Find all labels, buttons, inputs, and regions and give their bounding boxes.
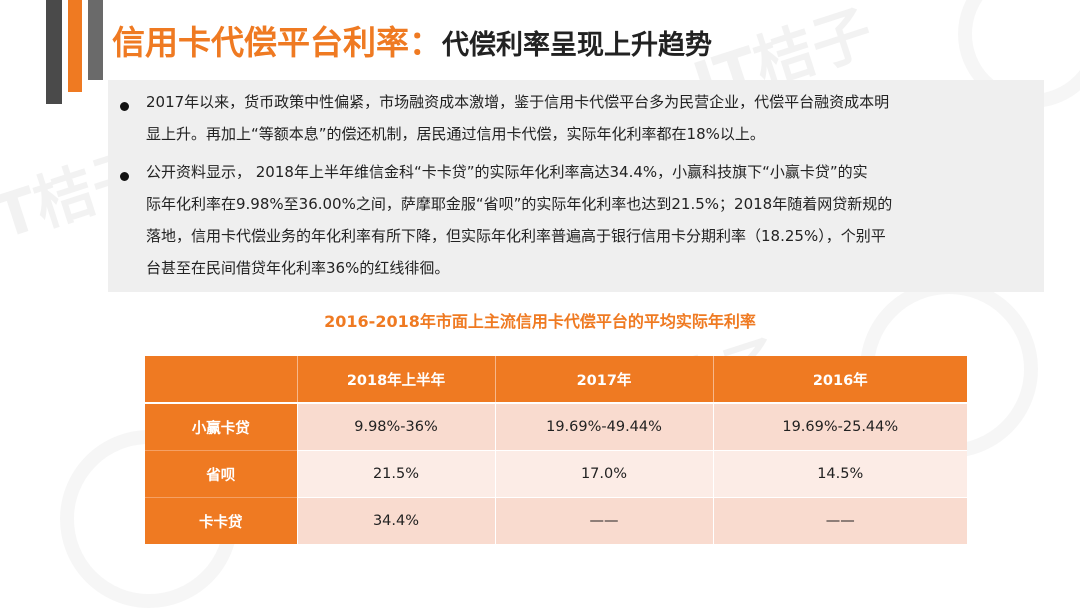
header-bar-gray <box>88 0 103 80</box>
bullet-dot-icon <box>120 102 129 111</box>
title-sub: 代偿利率呈现上升趋势 <box>442 30 712 61</box>
rates-table: 2018年上半年 2017年 2016年 小赢卡贷 9.98%-36% 19.6… <box>145 356 967 544</box>
bullet-line: 落地，信用卡代偿业务的年化利率有所下降，但实际年化利率普遍高于银行信用卡分期利率… <box>146 227 886 245</box>
bullet-line: 公开资料显示， 2018年上半年维信金科“卡卡贷”的实际年化利率高达34.4%，… <box>146 163 868 181</box>
row-label: 小赢卡贷 <box>145 402 297 451</box>
table-header-cell <box>145 356 297 404</box>
bullet-line: 台甚至在民间借贷年化利率36%的红线徘徊。 <box>146 259 450 277</box>
row-label: 省呗 <box>145 450 297 498</box>
table-header-cell: 2018年上半年 <box>296 356 495 404</box>
table-row: 小赢卡贷 9.98%-36% 19.69%-49.44% 19.69%-25.4… <box>145 402 967 451</box>
header-bar-dark <box>46 0 62 104</box>
bullet-line: 际年化利率在9.98%至36.00%之间，萨摩耶金服“省呗”的实际年化利率也达到… <box>146 195 893 213</box>
page-title: 信用卡代偿平台利率：代偿利率呈现上升趋势 <box>112 18 712 68</box>
bullet-line: 2017年以来，货币政策中性偏紧，市场融资成本激增，鉴于信用卡代偿平台多为民营企… <box>146 93 890 111</box>
bullet-dot-icon <box>120 172 129 181</box>
table-header-cell: 2017年 <box>494 356 713 404</box>
row-label: 卡卡贷 <box>145 497 297 544</box>
table-cell: 19.69%-25.44% <box>712 402 967 451</box>
table-row: 卡卡贷 34.4% —— —— <box>145 497 967 544</box>
table-row: 省呗 21.5% 17.0% 14.5% <box>145 450 967 498</box>
table-cell: 17.0% <box>494 450 713 498</box>
table-cell: 9.98%-36% <box>296 402 495 451</box>
table-title: 2016-2018年市面上主流信用卡代偿平台的平均实际年利率 <box>324 312 756 331</box>
table-cell: 14.5% <box>712 450 967 498</box>
table-header-cell: 2016年 <box>712 356 967 404</box>
header-bar-orange <box>68 0 82 92</box>
summary-box: 2017年以来，货币政策中性偏紧，市场融资成本激增，鉴于信用卡代偿平台多为民营企… <box>108 80 1044 292</box>
table-cell: —— <box>712 497 967 544</box>
table-cell: 21.5% <box>296 450 495 498</box>
title-main: 信用卡代偿平台利率： <box>112 23 442 62</box>
table-cell: 34.4% <box>296 497 495 544</box>
bullet-line: 显上升。再加上“等额本息”的偿还机制，居民通过信用卡代偿，实际年化利率都在18%… <box>146 125 765 143</box>
table-cell: —— <box>494 497 713 544</box>
table-cell: 19.69%-49.44% <box>494 402 713 451</box>
table-header-row: 2018年上半年 2017年 2016年 <box>145 356 967 404</box>
